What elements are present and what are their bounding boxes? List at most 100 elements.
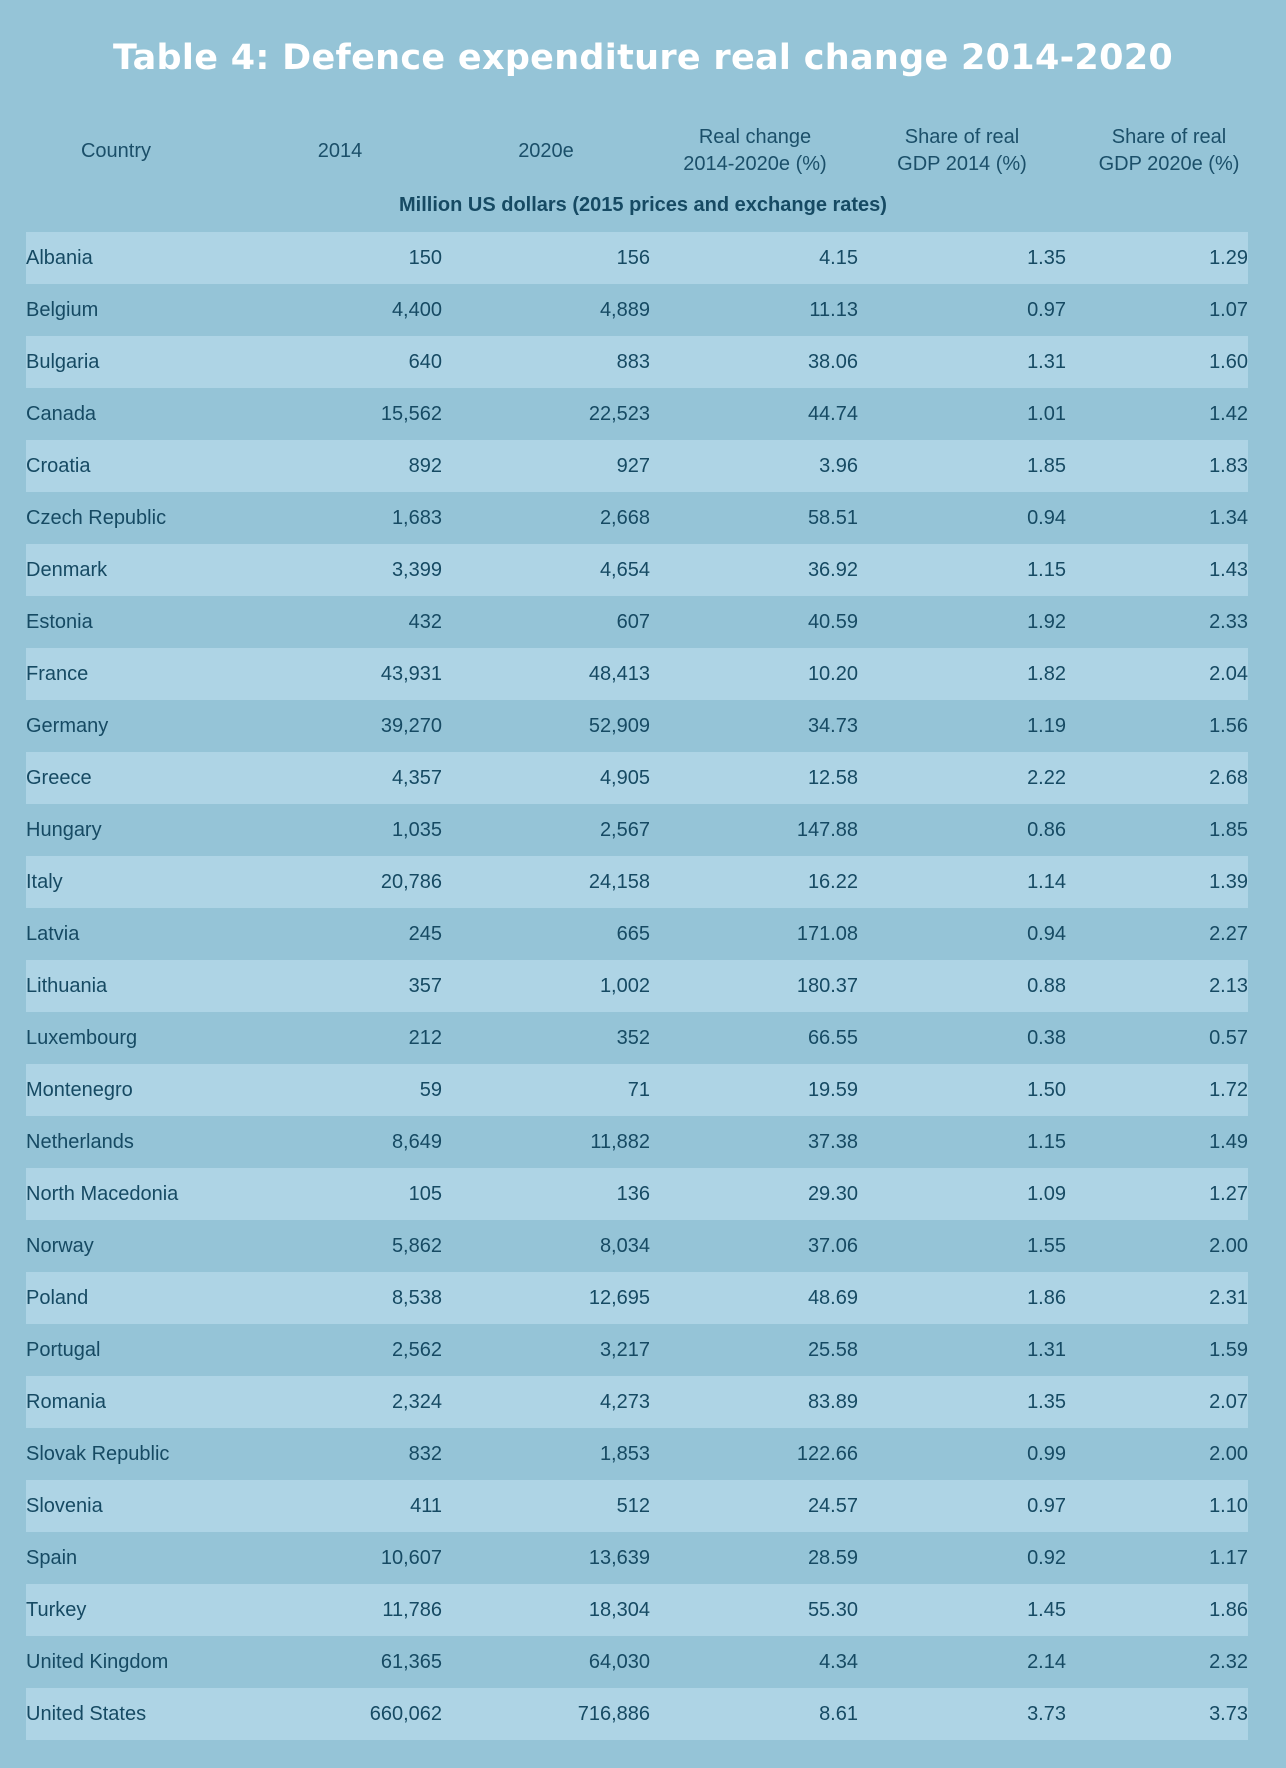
- value-2014-cell: 432: [408, 611, 442, 633]
- table-row: Romania 2,324 4,273 83.89 1.35 2.07: [26, 1376, 1248, 1428]
- country-cell: Slovenia: [26, 1495, 103, 1517]
- share-2020e-cell: 2.68: [1209, 767, 1248, 789]
- real-change-cell: 8.61: [819, 1703, 858, 1725]
- share-2014-cell: 0.38: [1027, 1027, 1066, 1049]
- table-title: Table 4: Defence expenditure real change…: [112, 38, 1174, 78]
- table-row: Turkey 11,786 18,304 55.30 1.45 1.86: [26, 1584, 1248, 1636]
- value-2014-cell: 1,035: [391, 819, 442, 841]
- table-row: Italy 20,786 24,158 16.22 1.14 1.39: [26, 856, 1248, 908]
- value-2020e-cell: 352: [616, 1027, 650, 1049]
- value-2014-cell: 105: [408, 1183, 442, 1205]
- share-2014-cell: 1.35: [1027, 247, 1066, 269]
- table-row: Albania 150 156 4.15 1.35 1.29: [26, 232, 1248, 284]
- share-2020e-cell: 2.07: [1209, 1391, 1248, 1413]
- share-2014-cell: 1.85: [1027, 455, 1066, 477]
- value-2020e-cell: 48,413: [588, 663, 650, 685]
- value-2020e-cell: 136: [616, 1183, 650, 1205]
- table-row: Slovenia 411 512 24.57 0.97 1.10: [26, 1480, 1248, 1532]
- value-2020e-cell: 1,002: [599, 975, 650, 997]
- value-2014-cell: 3,399: [391, 559, 442, 581]
- country-cell: Canada: [26, 403, 97, 425]
- table-row: Hungary 1,035 2,567 147.88 0.86 1.85: [26, 804, 1248, 856]
- real-change-cell: 11.13: [809, 299, 858, 321]
- value-2014-cell: 43,931: [380, 663, 442, 685]
- country-cell: North Macedonia: [26, 1183, 179, 1205]
- value-2020e-cell: 665: [616, 923, 650, 945]
- share-2020e-cell: 1.85: [1209, 819, 1248, 841]
- country-cell: Luxembourg: [26, 1027, 138, 1049]
- table-row: Luxembourg 212 352 66.55 0.38 0.57: [26, 1012, 1248, 1064]
- value-2014-cell: 8,649: [391, 1131, 442, 1153]
- real-change-cell: 34.73: [807, 715, 858, 737]
- data-table: Albania 150 156 4.15 1.35 1.29 Belgium 4,400 4,8…: [26, 232, 1248, 1740]
- value-2014-cell: 245: [408, 923, 442, 945]
- country-cell: Belgium: [26, 299, 99, 321]
- table-row: Spain 10,607 13,639 28.59 0.92 1.17: [26, 1532, 1248, 1584]
- share-2020e-cell: 2.00: [1209, 1443, 1248, 1465]
- table-row: North Macedonia 105 136 29.30 1.09 1.27: [26, 1168, 1248, 1220]
- value-2020e-cell: 512: [616, 1495, 650, 1517]
- table-row: Estonia 432 607 40.59 1.92 2.33: [26, 596, 1248, 648]
- value-2020e-cell: 64,030: [588, 1651, 650, 1673]
- value-2014-cell: 640: [408, 351, 442, 373]
- share-2014-cell: 2.22: [1027, 767, 1066, 789]
- share-2020e-cell: 2.27: [1209, 923, 1248, 945]
- real-change-cell: 180.37: [796, 975, 858, 997]
- value-2020e-cell: 71: [627, 1079, 650, 1101]
- country-cell: United Kingdom: [26, 1651, 169, 1673]
- share-2014-cell: 1.15: [1027, 559, 1066, 581]
- country-cell: Germany: [26, 715, 109, 737]
- share-2014-cell: 0.88: [1027, 975, 1066, 997]
- share-2014-cell: 1.45: [1027, 1599, 1066, 1621]
- table-row: Bulgaria 640 883 38.06 1.31 1.60: [26, 336, 1248, 388]
- value-2014-cell: 357: [408, 975, 442, 997]
- share-2020e-cell: 1.60: [1209, 351, 1248, 373]
- table-row: Poland 8,538 12,695 48.69 1.86 2.31: [26, 1272, 1248, 1324]
- value-2020e-cell: 4,654: [599, 559, 650, 581]
- share-2014-cell: 1.55: [1027, 1235, 1066, 1257]
- column-header-country: Country: [80, 139, 152, 162]
- value-2014-cell: 660,062: [369, 1703, 442, 1725]
- table-row: Portugal 2,562 3,217 25.58 1.31 1.59: [26, 1324, 1248, 1376]
- country-cell: Turkey: [26, 1599, 87, 1621]
- real-change-cell: 16.22: [807, 871, 858, 893]
- share-2014-cell: 2.14: [1027, 1651, 1066, 1673]
- value-2020e-cell: 1,853: [599, 1443, 650, 1465]
- table-subtitle: Million US dollars (2015 prices and exch…: [399, 194, 887, 216]
- table-row: United States 660,062 716,886 8.61 3.73 3.73: [26, 1688, 1248, 1740]
- real-change-cell: 122.66: [796, 1443, 858, 1465]
- share-2020e-cell: 1.86: [1209, 1599, 1248, 1621]
- share-2014-cell: 1.19: [1027, 715, 1066, 737]
- value-2014-cell: 39,270: [380, 715, 442, 737]
- value-2014-cell: 10,607: [380, 1547, 442, 1569]
- share-2020e-cell: 1.56: [1209, 715, 1248, 737]
- share-2020e-cell: 1.07: [1209, 299, 1248, 321]
- country-cell: Estonia: [26, 611, 93, 633]
- real-change-cell: 48.69: [807, 1287, 858, 1309]
- column-header-real-change: Real change 2014-2020e (%): [683, 126, 827, 175]
- value-2020e-cell: 607: [616, 611, 650, 633]
- share-2014-cell: 0.99: [1027, 1443, 1066, 1465]
- share-2014-cell: 1.01: [1027, 403, 1066, 425]
- value-2014-cell: 59: [419, 1079, 442, 1101]
- value-2020e-cell: 24,158: [588, 871, 650, 893]
- country-cell: Romania: [26, 1391, 107, 1413]
- real-change-cell: 3.96: [819, 455, 858, 477]
- real-change-cell: 58.51: [807, 507, 858, 529]
- share-2014-cell: 1.14: [1027, 871, 1066, 893]
- value-2020e-cell: 4,889: [599, 299, 650, 321]
- share-2014-cell: 0.92: [1027, 1547, 1066, 1569]
- table-row: Montenegro 59 71 19.59 1.50 1.72: [26, 1064, 1248, 1116]
- share-2020e-cell: 2.04: [1209, 663, 1248, 685]
- table-row: Netherlands 8,649 11,882 37.38 1.15 1.49: [26, 1116, 1248, 1168]
- share-2020e-cell: 1.29: [1209, 247, 1248, 269]
- value-2014-cell: 411: [410, 1495, 442, 1517]
- share-2014-cell: 0.86: [1027, 819, 1066, 841]
- real-change-cell: 10.20: [807, 663, 858, 685]
- real-change-cell: 28.59: [807, 1547, 858, 1569]
- table-row: United Kingdom 61,365 64,030 4.34 2.14 2.32: [26, 1636, 1248, 1688]
- country-cell: Czech Republic: [26, 507, 167, 529]
- table-row: Denmark 3,399 4,654 36.92 1.15 1.43: [26, 544, 1248, 596]
- country-cell: Portugal: [26, 1339, 101, 1361]
- country-cell: Croatia: [26, 455, 91, 477]
